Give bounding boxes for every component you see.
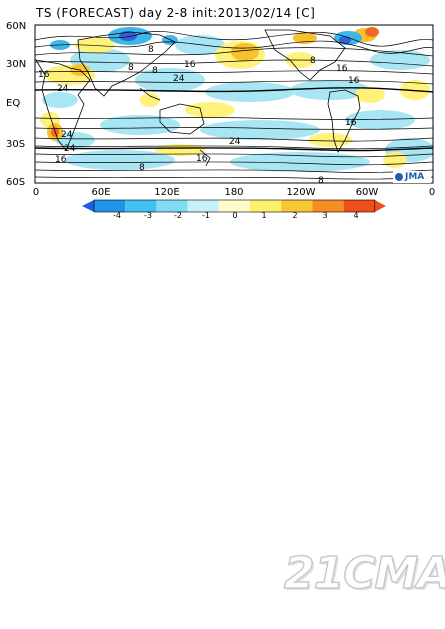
colorbar-segment <box>250 200 282 212</box>
lon-label: 120W <box>286 187 316 198</box>
colorbar-segment <box>125 200 157 212</box>
colorbar-segment <box>187 200 219 212</box>
lon-label: 0 <box>32 187 40 198</box>
contour-label: 8 <box>139 163 145 173</box>
colorbar-label: -4 <box>113 211 121 220</box>
contour-label: 24 <box>173 74 185 84</box>
contour-label: 24 <box>57 84 69 94</box>
contour-label: 24 <box>61 130 73 140</box>
jma-globe-icon <box>395 173 403 181</box>
colorbar-segment <box>312 200 344 212</box>
colorbar-label: 4 <box>353 211 359 220</box>
colorbar-segment <box>343 200 375 212</box>
colorbar-end-high <box>374 200 386 212</box>
lat-label: 30N <box>6 59 27 70</box>
contour-label: 16 <box>184 60 196 70</box>
lon-label: 60E <box>91 187 111 198</box>
colorbar-label: 0 <box>232 211 238 220</box>
contour-label: 8 <box>148 45 154 55</box>
map-frame <box>34 24 434 184</box>
contour-label: 16 <box>336 64 348 74</box>
map-title: TS (FORECAST) day 2-8 init:2013/02/14 [C… <box>36 6 316 20</box>
colorbar <box>82 199 386 213</box>
contour-label: 8 <box>152 66 158 76</box>
jma-logo: JMA <box>393 171 431 183</box>
lat-label: EQ <box>6 98 21 109</box>
thick-contours <box>35 87 433 152</box>
coastlines <box>35 29 361 167</box>
contour-label: 24 <box>64 144 76 154</box>
colorbar-segment <box>218 200 250 212</box>
lon-label: 180 <box>224 187 244 198</box>
colorbar-label: 1 <box>261 211 267 220</box>
contour-label: 8 <box>310 56 316 66</box>
colorbar-label: 2 <box>292 211 298 220</box>
lat-label: 60N <box>6 21 27 32</box>
contour-label: 16 <box>345 118 357 128</box>
contour-label: 24 <box>229 137 241 147</box>
colorbar-label: 3 <box>322 211 328 220</box>
lon-label: 0 <box>428 187 436 198</box>
jma-logo-text: JMA <box>405 172 425 182</box>
colorbar-segment <box>156 200 188 212</box>
contour-label: 8 <box>318 176 324 186</box>
colorbar-label: -2 <box>174 211 182 220</box>
contour-label: 16 <box>38 70 50 80</box>
watermark: 21CMA <box>283 547 445 600</box>
lat-label: 60S <box>6 177 26 188</box>
lon-label: 120E <box>154 187 180 198</box>
contour-label: 16 <box>196 154 208 164</box>
contour-label: 8 <box>128 63 134 73</box>
colorbar-segment <box>281 200 313 212</box>
contour-label: 16 <box>348 76 360 86</box>
contour-label: 16 <box>55 155 67 165</box>
lon-label: 60W <box>355 187 379 198</box>
colorbar-segment <box>94 200 126 212</box>
colorbar-label: -3 <box>144 211 152 220</box>
anomaly-field <box>35 27 433 180</box>
colorbar-label: -1 <box>202 211 210 220</box>
colorbar-end-low <box>82 200 94 212</box>
lat-label: 30S <box>6 139 26 150</box>
weak-negative-anomalies <box>42 35 433 172</box>
temperature-contours <box>35 31 433 180</box>
contour-labels: 8 8 16 24 16 16 24 8 16 8 16 24 24 24 16… <box>38 45 360 186</box>
